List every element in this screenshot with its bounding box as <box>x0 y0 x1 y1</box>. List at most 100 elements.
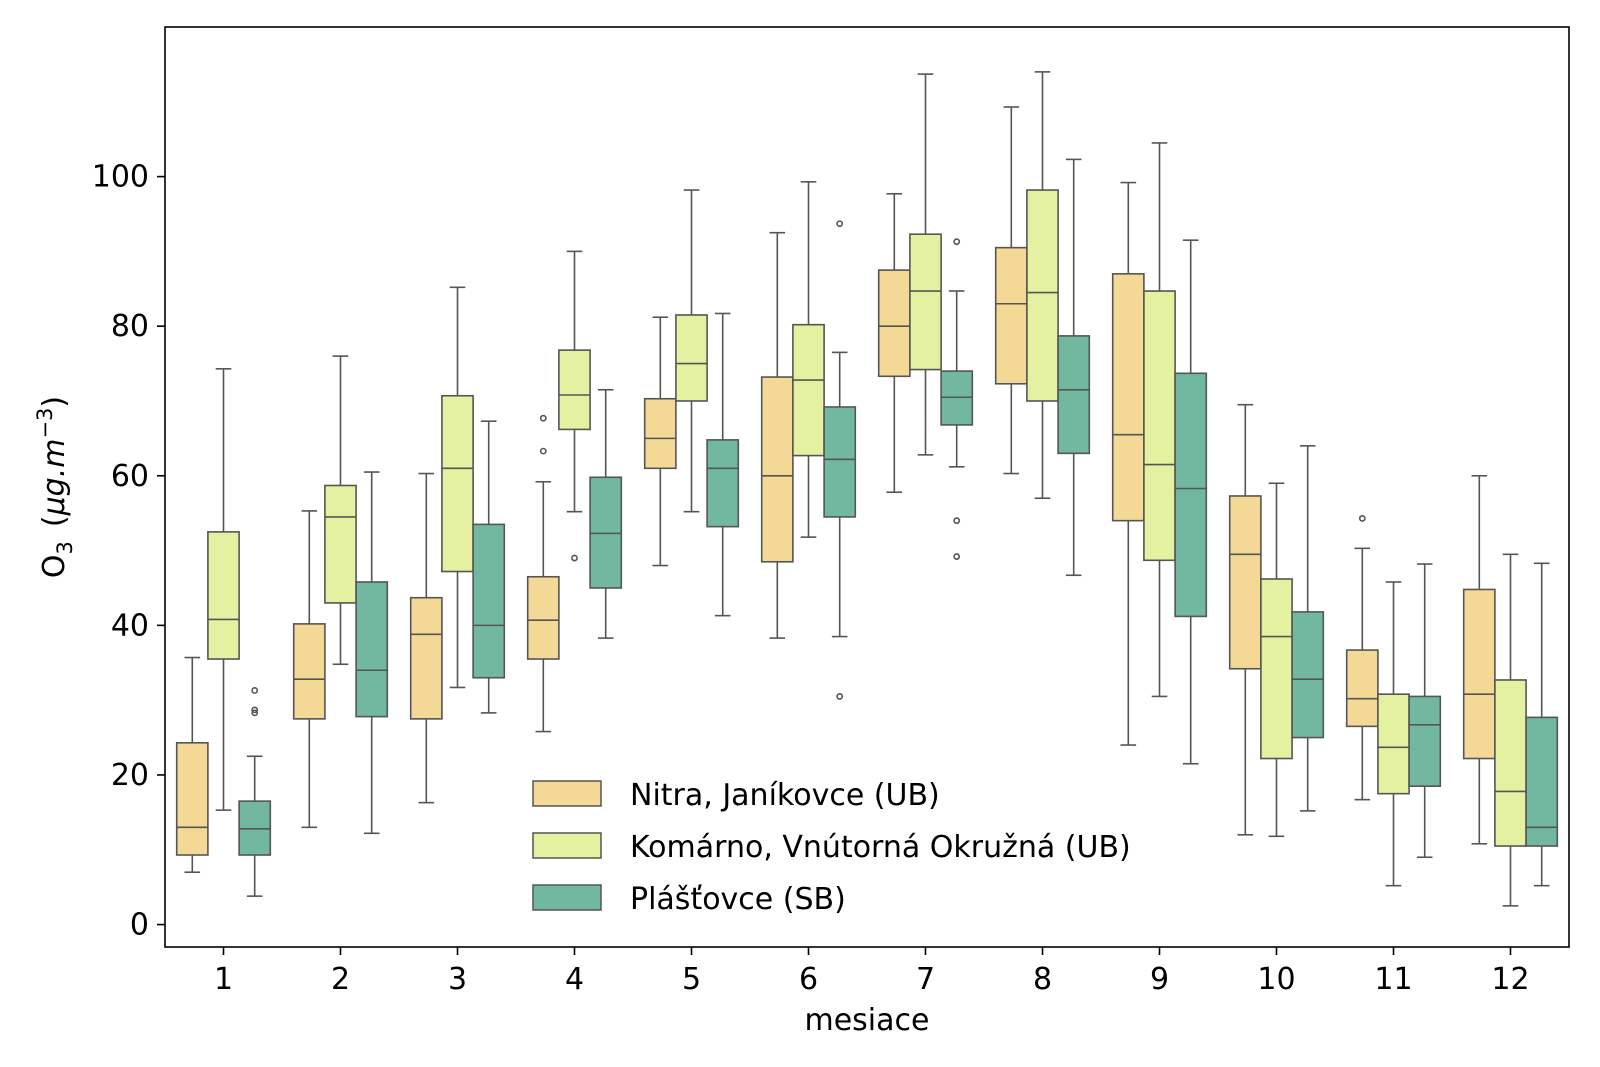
box-series-2-month-11 <box>1377 581 1410 887</box>
x-axis-label: mesiace <box>805 1003 930 1038</box>
iqr-box <box>1525 716 1559 847</box>
x-tick-label: 1 <box>214 962 233 997</box>
y-tick-label: 0 <box>130 908 149 943</box>
outlier-point <box>251 709 259 717</box>
outlier-point <box>953 238 961 246</box>
box-series-3-month-11 <box>1408 563 1442 859</box>
iqr-box <box>324 484 357 604</box>
box-series-3-month-7 <box>940 238 974 560</box>
box-series-2-month-12 <box>1494 553 1527 907</box>
iqr-box <box>760 376 794 563</box>
y-tick-label: 60 <box>111 459 149 494</box>
legend-swatch-plastovce <box>532 884 602 911</box>
iqr-box <box>1408 695 1442 787</box>
box-series-2-month-7 <box>909 73 942 456</box>
x-tick-label: 3 <box>448 962 467 997</box>
x-tick-label: 9 <box>1150 962 1169 997</box>
box-series-3-month-2 <box>355 471 389 835</box>
box-series-3-month-4 <box>589 388 623 639</box>
box-series-3-month-10 <box>1291 445 1325 812</box>
box-series-1-month-12 <box>1462 474 1496 845</box>
y-tick-label: 80 <box>111 309 149 344</box>
box-series-1-month-4 <box>526 414 560 733</box>
x-tick-label: 5 <box>682 962 701 997</box>
box-series-1-month-8 <box>994 106 1028 475</box>
y-tick-label: 20 <box>111 758 149 793</box>
iqr-box <box>207 531 240 660</box>
iqr-box <box>1228 495 1262 670</box>
series-3-boxes <box>238 158 1559 897</box>
iqr-box <box>1057 335 1091 455</box>
outlier-point <box>251 706 259 714</box>
iqr-box <box>823 406 857 518</box>
iqr-box <box>1260 578 1293 760</box>
iqr-box <box>441 394 474 573</box>
box-series-3-month-1 <box>238 687 272 897</box>
box-series-3-month-5 <box>706 312 740 617</box>
iqr-box <box>1345 649 1379 728</box>
x-tick-label: 7 <box>916 962 935 997</box>
iqr-box <box>1291 611 1325 739</box>
box-series-3-month-9 <box>1174 239 1208 765</box>
iqr-box <box>675 314 708 402</box>
box-series-1-month-2 <box>292 510 326 829</box>
x-tick-label: 11 <box>1374 962 1412 997</box>
outlier-point <box>571 554 578 562</box>
legend-swatch-nitra <box>532 780 602 807</box>
box-series-2-month-2 <box>324 355 357 666</box>
box-series-1-month-1 <box>175 656 209 874</box>
outlier-point <box>251 687 259 694</box>
y-axis-label: O3(μg.m−3) <box>33 396 77 578</box>
legend-swatch-komarno <box>532 832 602 859</box>
iqr-box <box>1377 693 1410 795</box>
box-series-3-month-8 <box>1057 158 1091 577</box>
x-tick-label: 2 <box>331 962 350 997</box>
x-tick-label: 10 <box>1257 962 1295 997</box>
iqr-box <box>1143 290 1176 562</box>
iqr-box <box>1462 588 1496 760</box>
iqr-box <box>994 246 1028 385</box>
box-series-2-month-10 <box>1260 482 1293 838</box>
y-tick-label: 40 <box>111 608 149 643</box>
outlier-point <box>836 693 844 700</box>
box-series-1-month-3 <box>409 472 443 804</box>
outlier-point <box>953 517 961 525</box>
iqr-box <box>355 581 389 718</box>
iqr-box <box>706 439 740 528</box>
iqr-box <box>558 349 591 431</box>
iqr-box <box>1494 679 1527 847</box>
iqr-box <box>877 269 911 378</box>
box-series-3-month-6 <box>823 220 857 700</box>
iqr-box <box>1026 189 1059 402</box>
series-1-boxes <box>175 106 1496 874</box>
iqr-box <box>526 575 560 660</box>
boxes-layer <box>175 71 1559 907</box>
outlier-point <box>953 553 961 560</box>
outlier-point <box>539 414 547 422</box>
box-series-2-month-1 <box>207 368 240 811</box>
x-axis: 1 2 3 4 5 6 7 8 9 10 11 12 <box>214 947 1530 997</box>
box-series-2-month-9 <box>1143 142 1176 698</box>
box-series-1-month-11 <box>1345 515 1379 801</box>
outlier-point <box>539 447 547 455</box>
box-series-2-month-8 <box>1026 71 1059 500</box>
box-series-2-month-5 <box>675 189 708 513</box>
box-series-3-month-3 <box>472 420 506 714</box>
x-tick-label: 4 <box>565 962 584 997</box>
iqr-box <box>292 623 326 720</box>
iqr-box <box>175 742 209 856</box>
iqr-box <box>909 233 942 371</box>
box-series-2-month-3 <box>441 286 474 689</box>
legend-label-plastovce: Plášťovce (SB) <box>630 882 846 917</box>
iqr-box <box>409 596 443 720</box>
iqr-box <box>792 323 825 457</box>
outlier-point <box>836 220 844 228</box>
legend-label-nitra: Nitra, Janíkovce (UB) <box>630 778 940 813</box>
series-2-boxes <box>207 71 1527 907</box>
box-series-1-month-5 <box>643 316 677 567</box>
legend: Nitra, Janíkovce (UB) Komárno, Vnútorná … <box>532 778 1131 917</box>
iqr-box <box>643 397 677 470</box>
iqr-box <box>1174 372 1208 618</box>
iqr-box <box>472 523 506 679</box>
